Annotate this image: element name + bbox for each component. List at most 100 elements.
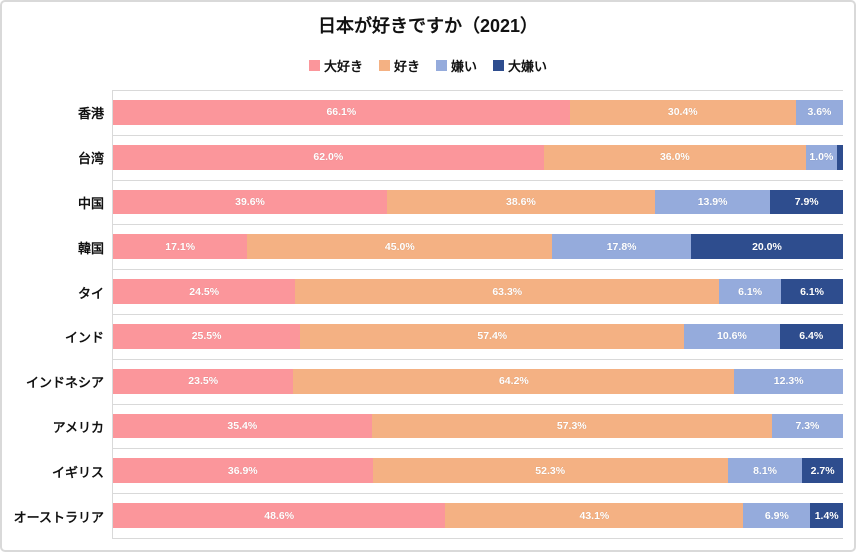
data-label: 10.6%	[717, 330, 747, 343]
data-label: 13.9%	[697, 195, 728, 208]
bar-track: 25.5% 57.4% 10.6% 6.4%	[113, 323, 843, 349]
chart-row: イギリス 36.9% 52.3% 8.1% 2.7%	[52, 449, 843, 495]
bar-segment	[836, 144, 843, 170]
legend-label: 大嫌い	[508, 59, 548, 74]
bar-segment: 39.6%	[113, 189, 387, 215]
bar-segment: 45.0%	[247, 234, 553, 260]
category-label: インド	[64, 330, 104, 346]
data-label: 52.3%	[535, 464, 566, 477]
legend-label: 好き	[393, 59, 420, 74]
data-label: 25.5%	[191, 330, 222, 343]
data-label: 7.3%	[795, 419, 820, 432]
data-label: 57.3%	[556, 419, 587, 432]
bar-segment: 63.3%	[295, 279, 720, 304]
data-label: 66.1%	[326, 106, 357, 119]
bar-track: 36.9% 52.3% 8.1% 2.7%	[113, 458, 843, 484]
data-label: 1.0%	[809, 151, 834, 164]
data-label: 43.1%	[579, 509, 610, 522]
category-label: イギリス	[51, 464, 104, 480]
chart-row: オーストラリア 48.6% 43.1% 6.9% 1.4%	[14, 494, 843, 539]
legend-item: 大好き	[308, 56, 363, 75]
bar-segment: 2.7%	[802, 458, 843, 484]
bar-segment: 6.9%	[743, 503, 811, 528]
chart-row: インド 25.5% 57.4% 10.6% 6.4%	[65, 315, 843, 360]
legend-swatch-icon	[308, 60, 320, 71]
data-label: 48.6%	[264, 509, 295, 522]
data-label: 7.9%	[794, 195, 819, 208]
data-label: 63.3%	[492, 285, 523, 298]
legend-swatch-icon	[378, 60, 390, 71]
bar-track: 66.1% 30.4% 3.6%	[113, 100, 843, 125]
bar-track: 24.5% 63.3% 6.1% 6.1%	[113, 279, 843, 304]
data-label: 39.6%	[235, 195, 265, 208]
bar-segment: 6.1%	[781, 279, 843, 304]
chart-row: 中国 39.6% 38.6% 13.9% 7.9%	[78, 181, 843, 226]
bar-segment: 30.4%	[569, 100, 796, 125]
bar-track: 35.4% 57.3% 7.3%	[113, 413, 843, 439]
data-label: 36.9%	[227, 464, 258, 477]
bar-segment: 57.4%	[300, 323, 685, 349]
bar-track: 39.6% 38.6% 13.9% 7.9%	[113, 189, 843, 215]
data-label: 8.1%	[753, 464, 778, 477]
data-label: 17.1%	[165, 240, 196, 253]
chart-row: タイ 24.5% 63.3% 6.1% 6.1%	[78, 270, 843, 315]
legend: 大好き 好き 嫌い 大嫌い	[2, 56, 854, 75]
category-label: タイ	[77, 285, 104, 301]
bar-segment: 36.9%	[113, 458, 373, 484]
bar-segment: 6.1%	[719, 279, 782, 304]
category-label: オーストラリア	[13, 509, 104, 525]
bar-track: 17.1% 45.0% 17.8% 20.0%	[113, 234, 843, 260]
data-label: 20.0%	[752, 240, 782, 253]
data-label: 23.5%	[188, 375, 219, 388]
data-label: 57.4%	[477, 330, 508, 343]
bar-segment: 62.0%	[113, 144, 544, 170]
bar-segment: 8.1%	[727, 458, 803, 484]
bar-segment: 20.0%	[690, 234, 843, 260]
bar-track: 23.5% 64.2% 12.3%	[113, 368, 843, 394]
bar-segment: 17.1%	[113, 234, 248, 260]
bar-segment: 48.6%	[113, 503, 446, 528]
chart-row: インドネシア 23.5% 64.2% 12.3%	[26, 360, 843, 405]
bar-segment: 35.4%	[113, 413, 372, 439]
bar-segment: 10.6%	[684, 323, 780, 349]
bar-segment: 57.3%	[371, 413, 772, 439]
legend-label: 嫌い	[451, 59, 478, 74]
bar-segment: 66.1%	[113, 100, 570, 125]
data-label: 1.4%	[814, 509, 839, 522]
category-label: 香港	[77, 106, 104, 122]
chart-row: 台湾 62.0% 36.0% 1.0%	[78, 136, 843, 181]
bar-track: 48.6% 43.1% 6.9% 1.4%	[113, 503, 843, 528]
plot-area: 香港 66.1% 30.4% 3.6% 台湾 62.0% 36.0% 1.0% 中国 3…	[14, 90, 843, 539]
bar-segment: 17.8%	[552, 234, 691, 260]
data-label: 35.4%	[227, 419, 258, 432]
data-label: 6.4%	[799, 330, 824, 343]
category-label: 台湾	[77, 151, 104, 167]
bar-segment: 6.4%	[779, 323, 843, 349]
data-label: 62.0%	[313, 151, 344, 164]
bar-segment: 43.1%	[445, 503, 744, 528]
category-label: 韓国	[77, 240, 104, 256]
data-label: 36.0%	[659, 151, 690, 164]
bar-segment: 13.9%	[654, 189, 771, 215]
chart-row: 韓国 17.1% 45.0% 17.8% 20.0%	[78, 225, 843, 271]
data-label: 6.9%	[764, 509, 789, 522]
bar-segment: 12.3%	[734, 368, 843, 394]
bar-segment: 36.0%	[543, 144, 807, 170]
data-label: 6.1%	[738, 285, 763, 298]
chart-row: アメリカ 35.4% 57.3% 7.3%	[53, 405, 843, 450]
data-label: 6.1%	[800, 285, 824, 298]
data-label: 17.8%	[606, 240, 637, 253]
bar-track: 62.0% 36.0% 1.0%	[113, 144, 843, 170]
bar-segment: 52.3%	[372, 458, 728, 484]
bar-segment: 38.6%	[387, 189, 655, 215]
legend-label: 大好き	[323, 59, 363, 74]
legend-item: 大嫌い	[493, 56, 547, 75]
bar-segment: 24.5%	[113, 279, 296, 304]
bar-segment: 7.9%	[770, 189, 843, 215]
bar-segment: 64.2%	[293, 368, 735, 394]
bar-segment: 1.0%	[806, 144, 837, 170]
data-label: 12.3%	[773, 375, 804, 388]
data-label: 38.6%	[506, 195, 536, 208]
bar-segment: 7.3%	[771, 413, 843, 439]
